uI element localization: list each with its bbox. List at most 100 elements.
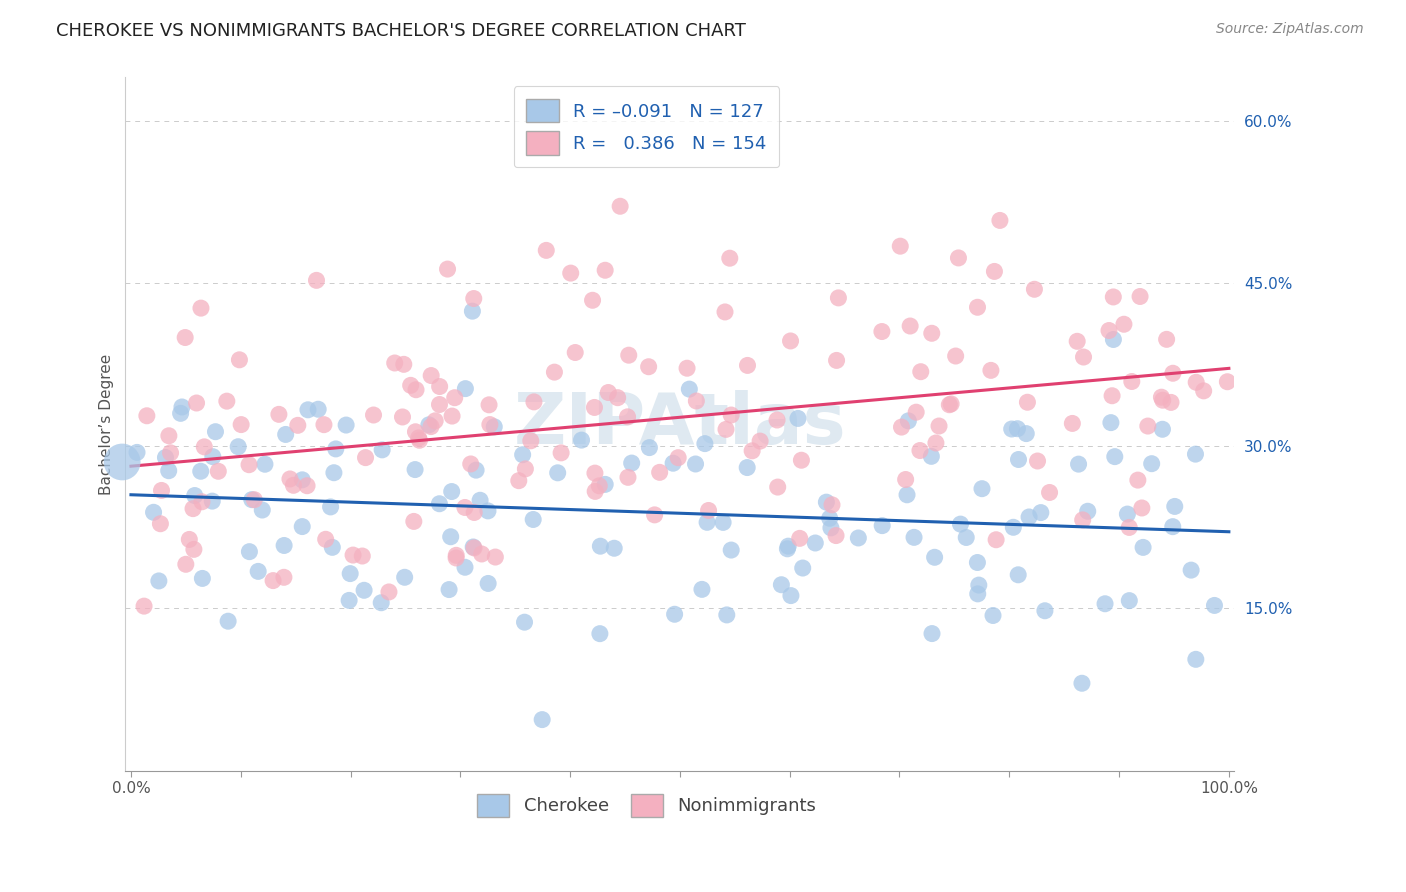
Point <box>690 582 713 597</box>
Point <box>408 434 430 448</box>
Point <box>766 413 789 427</box>
Point <box>440 484 463 499</box>
Point <box>191 571 214 585</box>
Point <box>1071 676 1094 690</box>
Point <box>217 614 239 628</box>
Point <box>889 239 911 253</box>
Point <box>1007 422 1029 436</box>
Point <box>870 325 893 339</box>
Point <box>1216 375 1239 389</box>
Point <box>478 398 501 412</box>
Point <box>354 450 377 465</box>
Point <box>603 541 626 556</box>
Point <box>1073 350 1095 364</box>
Point <box>215 394 238 409</box>
Point <box>465 463 488 477</box>
Point <box>637 359 659 374</box>
Point <box>352 549 374 563</box>
Point <box>779 334 801 348</box>
Point <box>536 244 558 258</box>
Point <box>149 516 172 531</box>
Point <box>1001 422 1024 436</box>
Point <box>287 418 309 433</box>
Point <box>460 457 482 471</box>
Point <box>169 406 191 420</box>
Text: ZIPAtlas: ZIPAtlas <box>513 390 846 458</box>
Point <box>512 448 534 462</box>
Point <box>1121 375 1143 389</box>
Point <box>436 262 458 277</box>
Point <box>749 434 772 448</box>
Point <box>157 464 180 478</box>
Point <box>231 417 253 432</box>
Point <box>720 543 742 558</box>
Point <box>429 379 451 393</box>
Point <box>190 301 212 315</box>
Point <box>150 483 173 498</box>
Point <box>589 626 612 640</box>
Point <box>720 408 742 422</box>
Point <box>825 353 848 368</box>
Point <box>804 536 827 550</box>
Point <box>1161 519 1184 533</box>
Point <box>342 548 364 562</box>
Point <box>291 519 314 533</box>
Point <box>1098 324 1121 338</box>
Point <box>766 480 789 494</box>
Point <box>513 615 536 630</box>
Point <box>477 576 499 591</box>
Point <box>598 385 620 400</box>
Point <box>1077 504 1099 518</box>
Point <box>125 445 148 459</box>
Point <box>693 436 716 450</box>
Point <box>980 363 1002 377</box>
Point <box>515 462 537 476</box>
Point <box>278 472 301 486</box>
Point <box>1026 454 1049 468</box>
Point <box>776 541 799 556</box>
Point <box>454 382 477 396</box>
Point <box>252 503 274 517</box>
Point <box>685 457 707 471</box>
Point <box>391 409 413 424</box>
Point <box>543 365 565 379</box>
Point <box>201 450 224 464</box>
Point <box>711 516 734 530</box>
Point <box>949 517 972 532</box>
Point <box>896 488 918 502</box>
Point <box>1112 318 1135 332</box>
Point <box>370 596 392 610</box>
Point <box>454 560 477 574</box>
Point <box>678 382 700 396</box>
Point <box>827 291 849 305</box>
Point <box>1038 485 1060 500</box>
Point <box>226 440 249 454</box>
Point <box>193 440 215 454</box>
Point <box>1132 541 1154 555</box>
Point <box>588 479 610 493</box>
Text: Source: ZipAtlas.com: Source: ZipAtlas.com <box>1216 22 1364 37</box>
Point <box>1204 599 1226 613</box>
Text: CHEROKEE VS NONIMMIGRANTS BACHELOR'S DEGREE CORRELATION CHART: CHEROKEE VS NONIMMIGRANTS BACHELOR'S DEG… <box>56 22 747 40</box>
Point <box>463 506 485 520</box>
Point <box>815 495 838 509</box>
Point <box>770 578 793 592</box>
Point <box>207 464 229 478</box>
Point <box>523 395 546 409</box>
Point <box>1062 417 1084 431</box>
Point <box>609 199 631 213</box>
Point <box>378 585 401 599</box>
Point <box>945 349 967 363</box>
Point <box>267 408 290 422</box>
Point <box>714 305 737 319</box>
Point <box>335 418 357 433</box>
Point <box>253 457 276 471</box>
Point <box>1129 289 1152 303</box>
Point <box>273 570 295 584</box>
Point <box>821 498 844 512</box>
Point <box>571 433 593 447</box>
Point <box>1007 567 1029 582</box>
Point <box>1192 384 1215 398</box>
Point <box>394 570 416 584</box>
Point <box>157 429 180 443</box>
